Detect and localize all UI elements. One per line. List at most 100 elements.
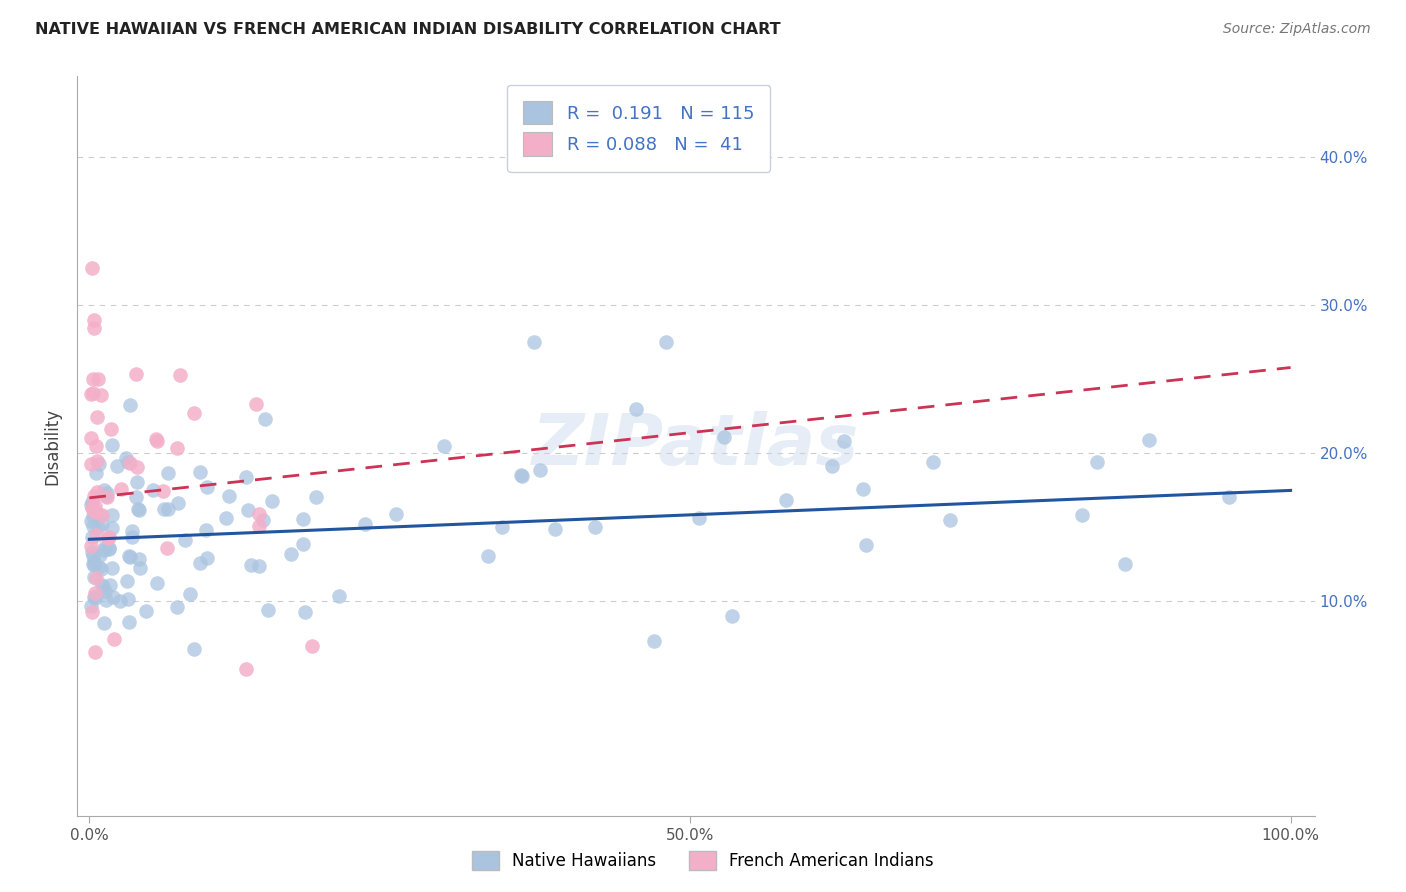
Point <box>93 483 115 498</box>
Point <box>108 594 131 608</box>
Point <box>1070 508 1092 522</box>
Point <box>385 507 408 521</box>
Point <box>821 458 844 473</box>
Point <box>96 486 118 500</box>
Text: ZIPatlas: ZIPatlas <box>533 411 859 481</box>
Point <box>80 457 103 471</box>
Point <box>96 491 118 505</box>
Point <box>120 456 142 470</box>
Point <box>235 662 257 676</box>
Point <box>115 574 138 588</box>
Point <box>156 466 179 480</box>
Point <box>91 517 114 532</box>
Point <box>117 455 139 469</box>
Point <box>128 551 150 566</box>
Point <box>93 543 115 558</box>
Point <box>235 470 257 484</box>
Point <box>93 616 115 631</box>
Point <box>188 557 211 571</box>
Point <box>855 538 877 552</box>
Point <box>97 530 120 544</box>
Point <box>775 493 797 508</box>
Point <box>166 600 188 615</box>
Point <box>156 502 179 516</box>
Point <box>83 504 105 518</box>
Point <box>179 587 201 601</box>
Point <box>100 422 122 436</box>
Point <box>152 483 174 498</box>
Point <box>117 615 139 629</box>
Point <box>86 454 108 468</box>
Point <box>247 518 270 533</box>
Point <box>146 575 169 590</box>
Point <box>1085 455 1108 469</box>
Text: NATIVE HAWAIIAN VS FRENCH AMERICAN INDIAN DISABILITY CORRELATION CHART: NATIVE HAWAIIAN VS FRENCH AMERICAN INDIA… <box>35 22 780 37</box>
Point <box>83 555 105 569</box>
Point <box>82 385 104 400</box>
Point <box>280 547 302 561</box>
Point <box>118 398 141 412</box>
Point <box>152 502 174 516</box>
Point <box>291 537 314 551</box>
Point <box>100 578 122 592</box>
Point <box>83 590 105 604</box>
Point <box>80 495 103 509</box>
Point <box>252 513 274 527</box>
Point <box>82 372 104 386</box>
Point <box>80 386 103 401</box>
Point <box>195 523 218 537</box>
Point <box>89 548 111 562</box>
Point <box>84 466 107 480</box>
Point <box>96 531 118 545</box>
Point <box>239 558 262 573</box>
Point <box>218 490 240 504</box>
Point <box>832 434 855 448</box>
Point <box>301 639 323 653</box>
Point <box>89 559 111 574</box>
Point <box>1114 558 1136 572</box>
Point <box>145 432 167 446</box>
Point <box>84 528 107 542</box>
Point <box>1218 490 1240 504</box>
Point <box>433 439 456 453</box>
Point <box>128 503 150 517</box>
Point <box>688 510 710 524</box>
Point <box>253 412 276 426</box>
Point <box>90 388 112 402</box>
Point <box>83 570 105 584</box>
Point <box>105 459 128 474</box>
Point <box>624 401 647 416</box>
Point <box>262 493 284 508</box>
Point <box>82 518 104 533</box>
Point <box>166 496 188 510</box>
Point <box>110 482 132 496</box>
Point <box>544 523 567 537</box>
Point <box>215 511 238 525</box>
Point <box>305 490 328 504</box>
Point <box>583 520 606 534</box>
Point <box>523 335 546 350</box>
Point <box>166 441 188 455</box>
Point <box>94 592 117 607</box>
Point <box>169 368 191 382</box>
Point <box>294 605 316 619</box>
Point <box>100 438 122 452</box>
Point <box>118 549 141 563</box>
Point <box>291 512 314 526</box>
Point <box>117 592 139 607</box>
Point <box>80 539 103 553</box>
Point <box>83 558 105 572</box>
Point <box>86 439 108 453</box>
Point <box>84 585 107 599</box>
Point <box>190 465 212 479</box>
Point <box>655 335 678 350</box>
Point <box>127 460 149 475</box>
Point <box>124 367 146 381</box>
Point <box>529 463 551 477</box>
Point <box>643 634 665 648</box>
Point <box>87 457 110 471</box>
Point <box>89 508 111 522</box>
Point <box>491 520 513 534</box>
Point <box>125 475 148 489</box>
Point <box>713 430 735 444</box>
